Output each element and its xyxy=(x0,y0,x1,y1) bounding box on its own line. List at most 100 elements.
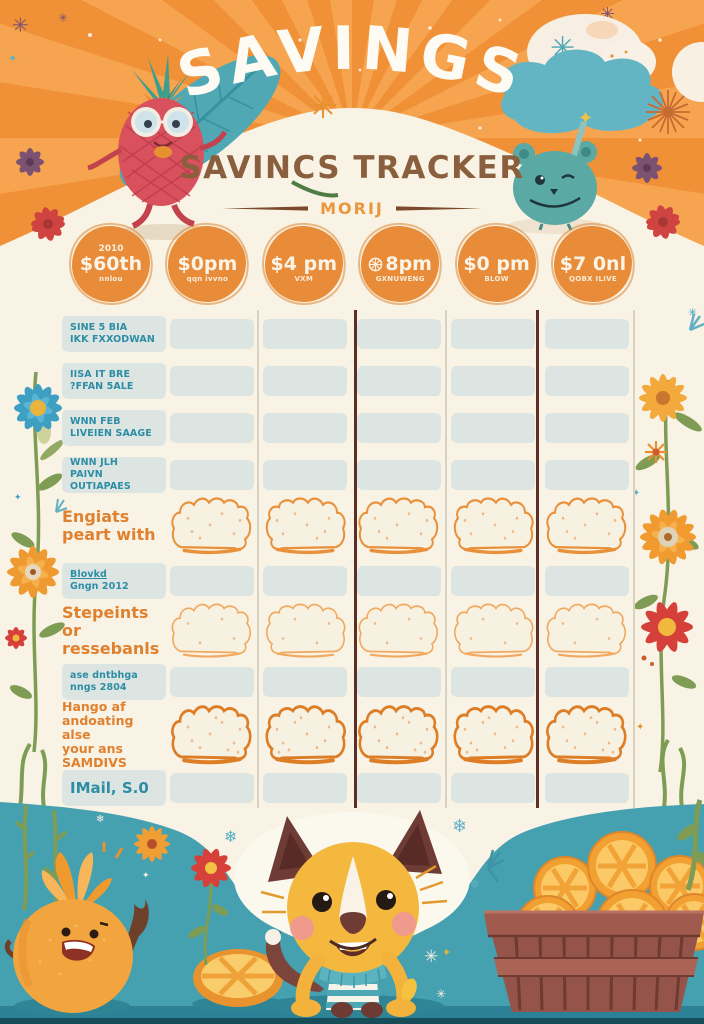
row-label-line: IMail, S.0 xyxy=(70,778,149,797)
row-label: Engiats peart with xyxy=(62,496,166,556)
amount-badge-4: 8pm GXNUWENG xyxy=(361,226,440,302)
fill-in-cell xyxy=(263,457,347,493)
fill-in-cell xyxy=(451,770,535,806)
fill-in-cell xyxy=(170,316,254,352)
fill-in-cell xyxy=(451,602,535,660)
fill-in-cell xyxy=(357,316,441,352)
row-label-line: IKK FXXODWAN xyxy=(70,334,155,345)
orange-starburst-flower-icon xyxy=(645,441,667,463)
badge-main-label: $0 pm xyxy=(463,253,530,275)
badge-main-label: $4 pm xyxy=(270,253,338,275)
amount-badge-1: 2010 $60th nnlou xyxy=(72,226,150,302)
fill-in-cell xyxy=(545,457,629,493)
sparkle-icon: ✦ xyxy=(142,871,150,881)
fill-in-cell xyxy=(263,496,347,556)
row-label-line: peart with xyxy=(62,525,156,544)
table-row-2: IISA IT BRE ?FFAN 5ALE xyxy=(62,363,640,399)
subtitle-divider: MORIJ xyxy=(0,199,704,218)
table-row-6: Blovkd Gngn 2012 xyxy=(62,563,640,599)
stem-leaves-icon xyxy=(658,379,671,773)
red-flower-icon xyxy=(188,848,231,966)
fill-in-cell xyxy=(170,410,254,446)
plant-icon xyxy=(14,804,68,913)
fill-in-cell xyxy=(170,496,254,556)
table-row-1: SINE 5 BIA IKK FXXODWAN xyxy=(62,316,640,352)
table-row-5: Engiats peart with xyxy=(62,496,640,556)
fill-in-cell xyxy=(263,602,347,660)
white-glow xyxy=(234,812,470,944)
orange-daisy-icon xyxy=(640,509,696,565)
column-divider-dark xyxy=(536,310,539,808)
amount-badge-2: $0pm qqn ivvno xyxy=(168,226,247,302)
row-label: IISA IT BRE ?FFAN 5ALE xyxy=(62,363,166,399)
fill-in-cell xyxy=(451,316,535,352)
orange-slices xyxy=(515,831,704,963)
fill-in-cell xyxy=(170,664,254,700)
fill-in-cell xyxy=(545,664,629,700)
row-label: SINE 5 BIA IKK FXXODWAN xyxy=(62,316,166,352)
fill-in-cell xyxy=(263,363,347,399)
fill-in-cell xyxy=(545,316,629,352)
fill-in-cell xyxy=(170,363,254,399)
fill-in-cell xyxy=(263,563,347,599)
fill-in-cell xyxy=(545,602,629,660)
row-label-line: ase dntbhga xyxy=(70,670,138,681)
row-label: ase dntbhga nngs 2804 xyxy=(62,664,166,700)
fill-in-cell xyxy=(357,496,441,556)
row-label-line: WNN FEB xyxy=(70,416,121,427)
orange-fruit-character xyxy=(4,842,149,1015)
badge-main-label: $60th xyxy=(79,253,143,275)
row-label-line: andoating alse xyxy=(62,713,134,742)
badge-main-label: $0pm xyxy=(177,253,238,275)
orange-daisy-icon xyxy=(134,826,170,862)
column-divider-dark xyxy=(354,310,357,808)
row-label-line: SAMDIVS xyxy=(62,755,127,770)
row-label-line: LIVEIEN SAAGE xyxy=(70,428,152,439)
divider-line-right xyxy=(395,206,482,211)
small-red-flower-icon xyxy=(5,627,27,649)
tracker-grid: SINE 5 BIA IKK FXXODWAN IISA IT BRE ?FFAN 5… xyxy=(62,312,640,810)
fill-in-cell xyxy=(545,704,629,766)
yellow-flower-icon xyxy=(639,374,687,422)
divider-label: MORIJ xyxy=(320,199,384,218)
badge-sub-label: QOBX ILIVE xyxy=(568,275,617,283)
svg-text:SAVINGS: SAVINGS xyxy=(170,13,535,112)
poster-title: SAVINGS xyxy=(170,13,535,112)
orange-slice-icon xyxy=(192,949,288,1012)
row-label: Stepeints or ressebanls xyxy=(62,602,166,660)
sparkle-icon: ❄ xyxy=(96,814,104,825)
row-label-line: Engiats xyxy=(62,507,130,526)
amount-badge-6: $7 0nl QOBX ILIVE xyxy=(553,226,632,302)
orange-slice-icon xyxy=(369,257,383,272)
badge-top-label: 2010 xyxy=(98,244,124,254)
amount-badge-5: $0 pm BLOW xyxy=(457,226,536,302)
fill-in-cell xyxy=(263,770,347,806)
fill-in-cell xyxy=(545,563,629,599)
sparkle-icon: ✦ xyxy=(442,946,451,959)
snowflake-icon: ❄ xyxy=(470,877,480,891)
fill-in-cell xyxy=(451,563,535,599)
fill-in-cell xyxy=(545,363,629,399)
amount-badge-3: $4 pm VXM xyxy=(264,226,343,302)
badge-sub-label: GXNUWENG xyxy=(375,275,425,283)
row-label: Hango af andoating alse your ans SAMDIVS xyxy=(62,700,166,770)
fill-in-cell xyxy=(357,664,441,700)
fill-in-cell xyxy=(263,704,347,766)
row-label-line: Blovkd xyxy=(70,569,107,580)
row-label-line: WNN JLH xyxy=(70,457,118,468)
fill-in-cell xyxy=(451,363,535,399)
fill-in-cell xyxy=(451,410,535,446)
row-label: WNN JLH PAIVN OUTIAPAES xyxy=(62,457,166,493)
fill-in-cell xyxy=(170,602,254,660)
sparkle-icon: ✳ xyxy=(424,947,438,967)
puppy-character xyxy=(260,810,448,1018)
fill-in-cell xyxy=(545,770,629,806)
fill-in-cell xyxy=(357,410,441,446)
fill-in-cell xyxy=(263,664,347,700)
fill-in-cell xyxy=(263,316,347,352)
fill-in-cell xyxy=(170,457,254,493)
svg-text:✳: ✳ xyxy=(688,306,697,319)
badge-main-label: $7 0nl xyxy=(559,253,627,275)
table-row-8: ase dntbhga nngs 2804 xyxy=(62,664,640,700)
